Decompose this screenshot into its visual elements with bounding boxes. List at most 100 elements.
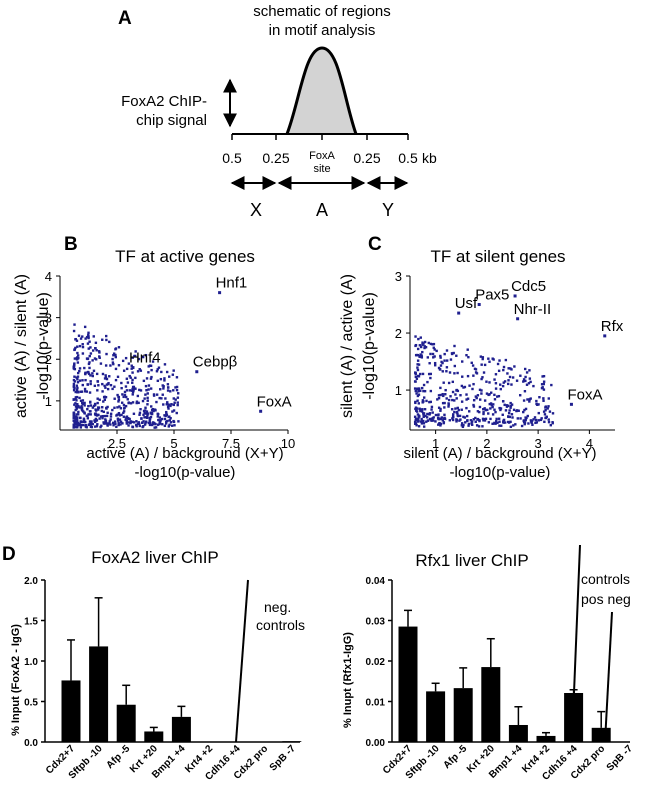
point-label-pax5: Pax5 bbox=[475, 287, 509, 304]
scatter-point bbox=[495, 420, 498, 423]
scatter-point bbox=[526, 398, 529, 401]
scatter-point bbox=[461, 425, 465, 429]
scatter-point bbox=[542, 374, 546, 378]
scatter-point bbox=[93, 419, 96, 422]
scatter-point bbox=[77, 334, 81, 337]
labeled-point bbox=[259, 409, 263, 413]
scatter-point bbox=[84, 390, 87, 393]
scatter-point bbox=[168, 423, 171, 427]
scatter-point bbox=[426, 412, 429, 416]
scatter-point bbox=[498, 359, 501, 362]
scatter-point bbox=[85, 335, 89, 339]
scatter-point bbox=[519, 374, 522, 377]
scatter-point bbox=[509, 406, 512, 409]
scatter-point bbox=[154, 409, 157, 412]
scatter-point bbox=[465, 354, 468, 357]
scatter-point bbox=[427, 372, 431, 376]
scatter-point bbox=[163, 363, 167, 366]
scatter-point bbox=[497, 417, 501, 420]
scatter-point bbox=[73, 387, 76, 390]
scatter-point bbox=[466, 374, 470, 378]
scatter-point bbox=[172, 403, 176, 407]
scatter-point bbox=[429, 342, 433, 346]
scatter-point bbox=[414, 401, 417, 405]
scatter-point bbox=[167, 415, 170, 419]
scatter-point bbox=[106, 405, 109, 409]
scatter-point bbox=[145, 389, 148, 392]
scatter-point bbox=[75, 421, 78, 424]
scatter-point bbox=[122, 369, 126, 372]
scatter-point bbox=[86, 342, 90, 345]
scatter-point bbox=[512, 424, 515, 427]
scatter-point bbox=[135, 425, 138, 428]
scatter-point bbox=[420, 417, 423, 421]
chart-d2-divider-1 bbox=[571, 544, 581, 743]
scatter-point bbox=[495, 417, 498, 421]
scatter-point bbox=[76, 381, 80, 384]
scatter-point bbox=[117, 346, 121, 349]
scatter-point bbox=[443, 406, 446, 409]
scatter-point bbox=[417, 375, 421, 378]
scatter-point bbox=[83, 387, 87, 391]
scatter-point bbox=[464, 421, 467, 424]
scatter-point bbox=[173, 401, 176, 404]
scatter-point bbox=[509, 404, 513, 408]
scatter-point bbox=[506, 372, 509, 375]
scatter-point bbox=[416, 359, 420, 362]
scatter-point bbox=[445, 370, 448, 373]
scatter-point bbox=[439, 386, 442, 390]
x-tick-label: 2.5 bbox=[108, 436, 126, 451]
scatter-point bbox=[75, 407, 78, 410]
scatter-point bbox=[458, 419, 461, 422]
scatter-point bbox=[466, 397, 470, 400]
scatter-point bbox=[539, 418, 543, 422]
tick-label-left-inner: 0.25 bbox=[262, 150, 289, 166]
peak-curve bbox=[285, 46, 358, 135]
scatter-point bbox=[415, 424, 418, 427]
scatter-point bbox=[515, 379, 519, 382]
scatter-point bbox=[488, 381, 491, 384]
scatter-point bbox=[87, 331, 90, 334]
scatter-point bbox=[506, 404, 510, 408]
scatter-point bbox=[471, 364, 475, 367]
scatter-point bbox=[432, 346, 435, 349]
scatter-point bbox=[417, 416, 420, 419]
scatter-point bbox=[445, 359, 449, 362]
scatter-point bbox=[111, 361, 115, 364]
scatter-point bbox=[112, 362, 115, 366]
site-label-line1: FoxA bbox=[309, 150, 335, 162]
scatter-point bbox=[174, 386, 177, 389]
scatter-point bbox=[437, 366, 441, 370]
scatter-point bbox=[439, 422, 443, 426]
scatter-point bbox=[144, 420, 148, 423]
scatter-point bbox=[170, 424, 174, 427]
scatter-point bbox=[416, 366, 419, 369]
scatter-point bbox=[78, 406, 82, 409]
scatter-point bbox=[163, 379, 166, 382]
scatter-point bbox=[413, 380, 417, 383]
scatter-point bbox=[149, 387, 153, 390]
scatter-point bbox=[487, 412, 490, 415]
bar-5 bbox=[536, 735, 556, 742]
scatter-point bbox=[499, 383, 502, 386]
scatter-point bbox=[119, 420, 123, 423]
scatter-point bbox=[475, 396, 478, 400]
scatter-point bbox=[113, 420, 117, 423]
scatter-point bbox=[73, 403, 76, 406]
scatter-point bbox=[540, 417, 543, 420]
scatter-point bbox=[114, 353, 117, 357]
scatter-point bbox=[106, 387, 110, 391]
scatter-point bbox=[132, 421, 136, 424]
scatter-point bbox=[478, 410, 481, 414]
scatter-point bbox=[418, 407, 421, 410]
bar-2 bbox=[453, 688, 473, 742]
scatter-point bbox=[105, 338, 108, 342]
scatter-point bbox=[491, 422, 494, 425]
point-label-rfx: Rfx bbox=[601, 318, 624, 335]
scatter-point bbox=[96, 413, 99, 416]
scatter-point bbox=[127, 421, 130, 424]
scatter-point bbox=[472, 374, 475, 377]
scatter-point bbox=[529, 419, 533, 422]
scatter-point bbox=[426, 380, 429, 384]
scatter-point bbox=[75, 384, 79, 387]
